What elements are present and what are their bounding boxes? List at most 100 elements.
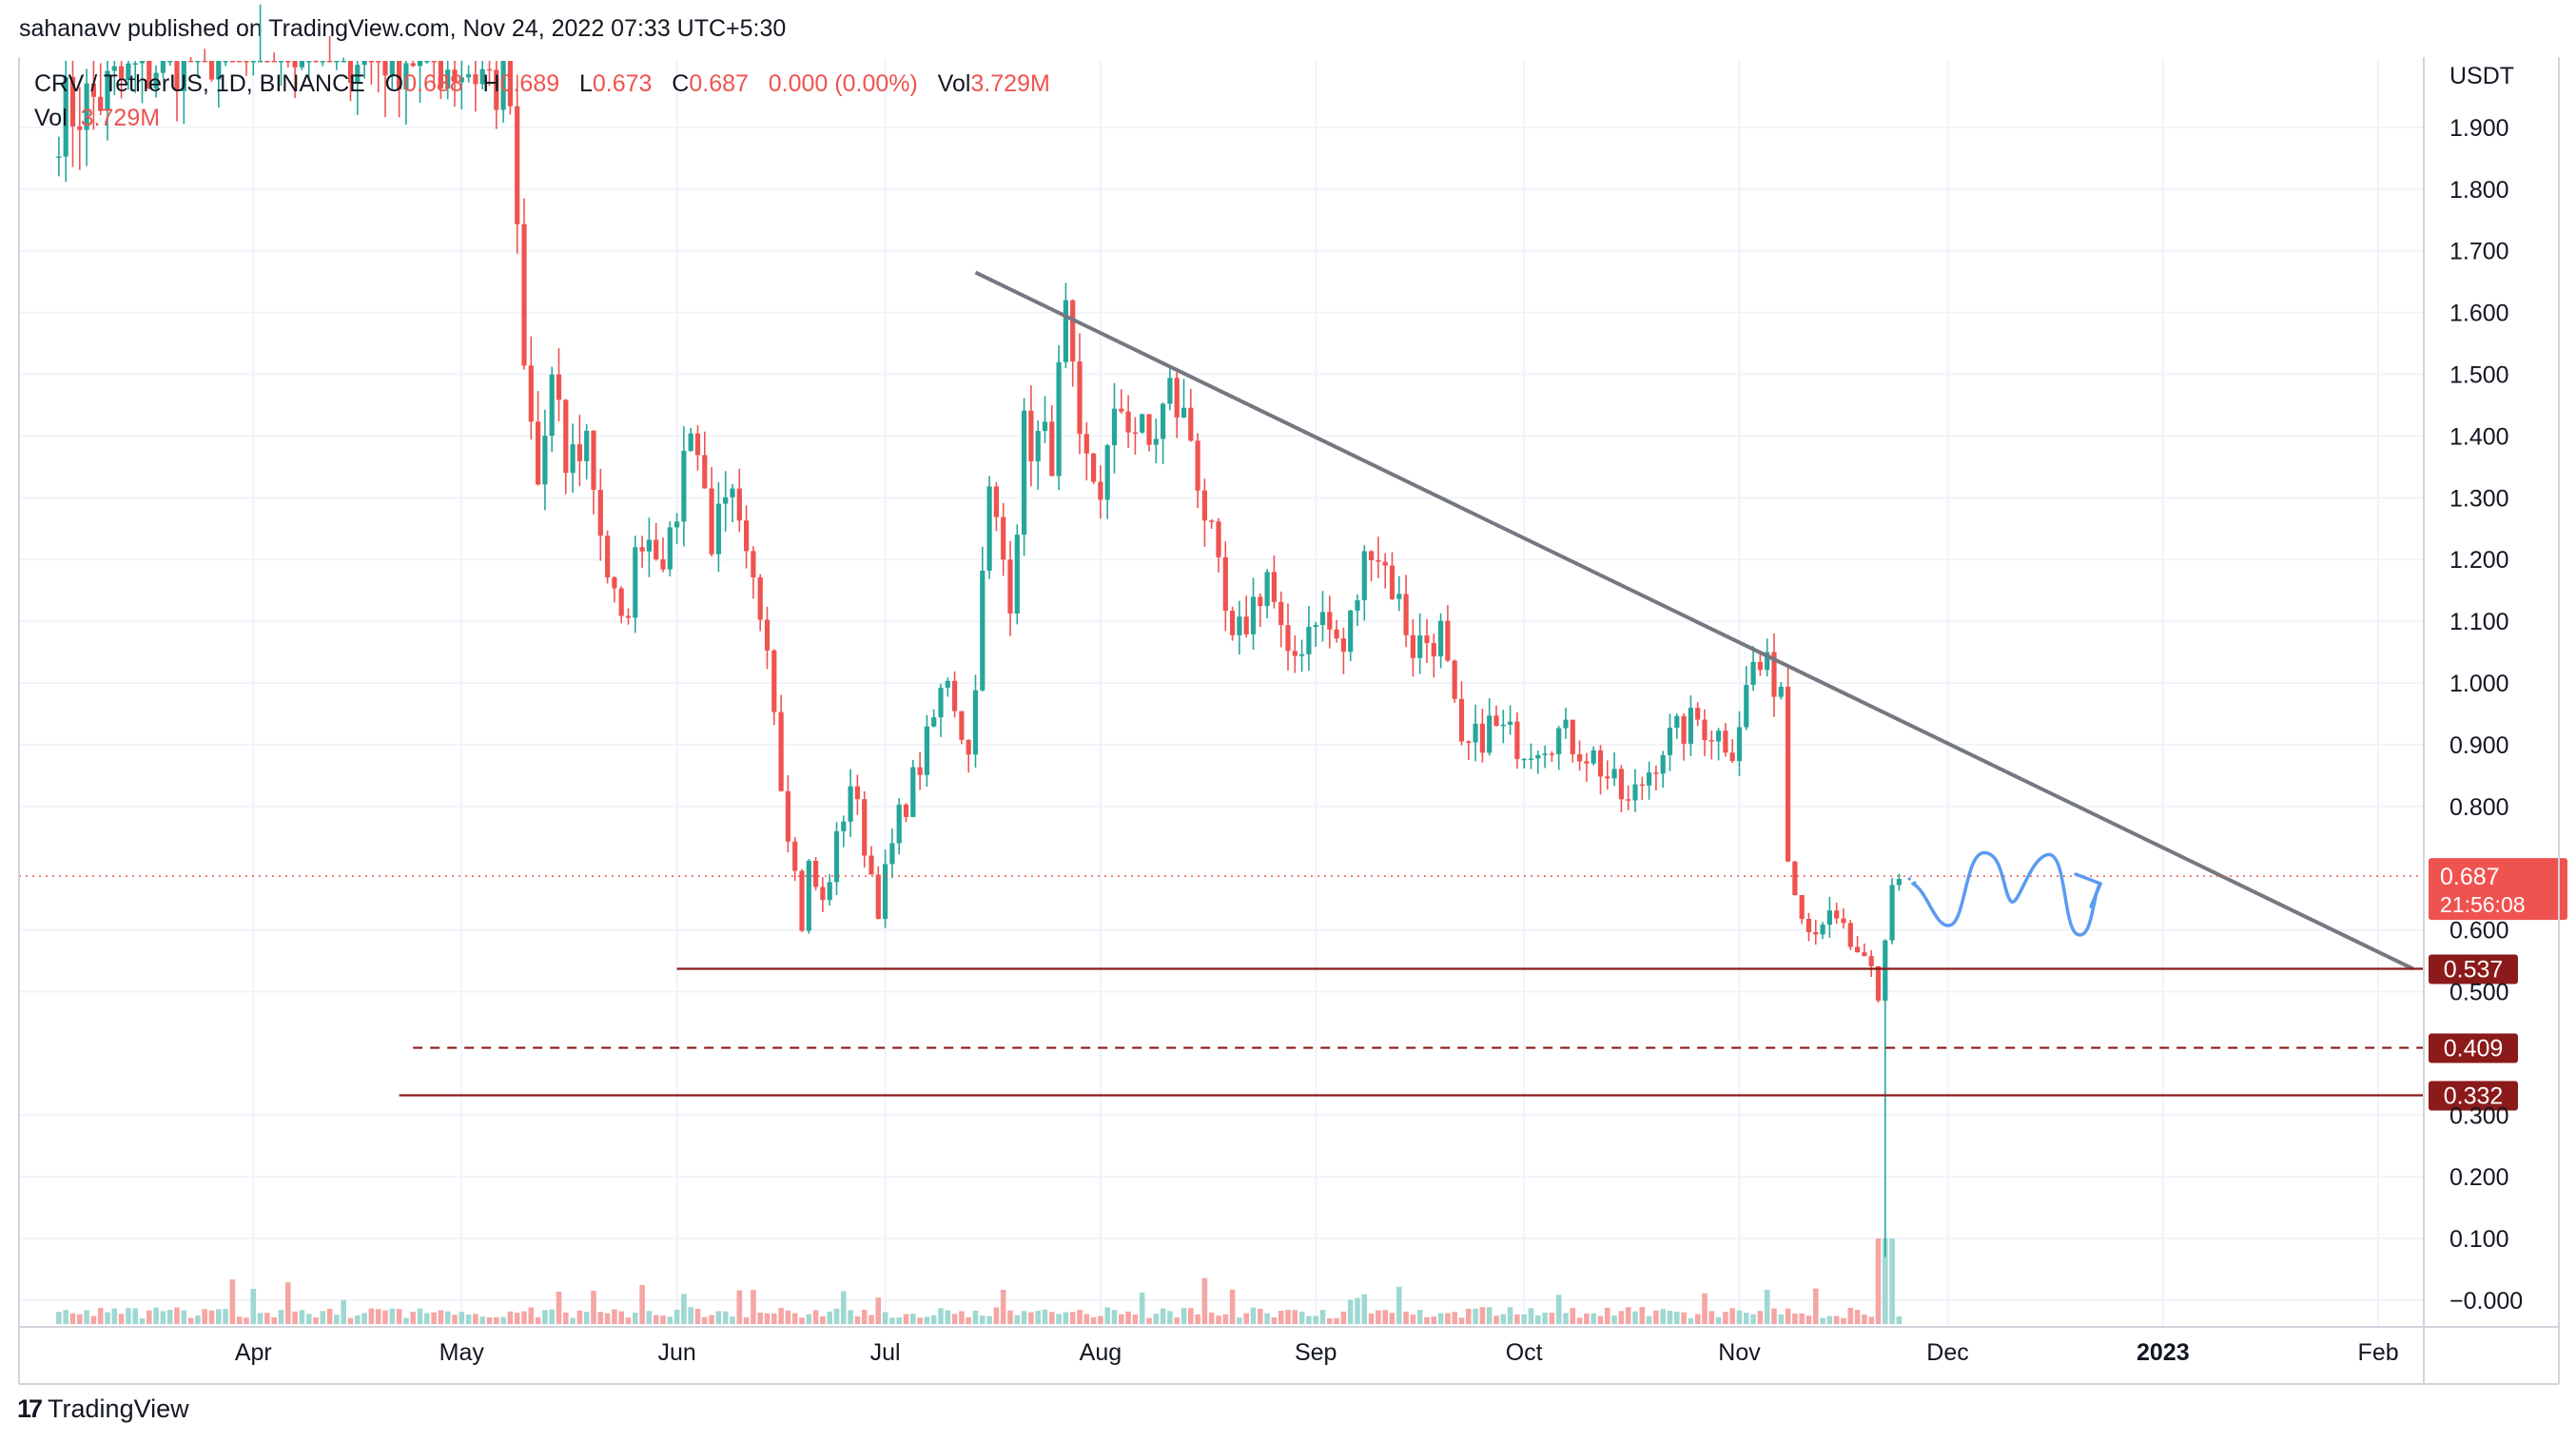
x-tick-label: Jun	[657, 1339, 695, 1366]
candle-body	[90, 83, 96, 97]
volume-bar	[1445, 1313, 1451, 1324]
publisher-line: sahanavv published on TradingView.com, N…	[19, 15, 787, 42]
symbol-label[interactable]: CRV / TetherUS, 1D, BINANCE	[34, 70, 365, 97]
volume-bar	[334, 1315, 340, 1324]
volume-bar	[126, 1308, 131, 1324]
candle	[605, 530, 611, 584]
candle	[132, 61, 138, 93]
candle-body	[1104, 445, 1110, 500]
candle	[368, 61, 374, 86]
volume-bar	[1208, 1312, 1215, 1324]
volume-bar	[1653, 1310, 1659, 1324]
candle-body	[1111, 408, 1118, 446]
volume-bar	[896, 1316, 902, 1324]
volume-bar	[1771, 1308, 1777, 1324]
candle	[1111, 382, 1118, 474]
volume-bar	[1702, 1293, 1708, 1324]
candle	[119, 61, 125, 99]
candle	[924, 714, 929, 787]
volume-bar	[361, 1313, 367, 1324]
close-label: C	[672, 70, 690, 97]
volume-bar	[118, 1314, 125, 1324]
candle-body	[945, 680, 950, 688]
tradingview-logo[interactable]: 17 TradingView	[17, 1394, 189, 1424]
candle	[1077, 333, 1083, 455]
volume-bar	[403, 1317, 409, 1324]
candle-body	[1056, 361, 1062, 477]
candle	[1382, 553, 1388, 589]
candle	[208, 61, 215, 82]
candle	[799, 868, 805, 932]
candle	[382, 61, 388, 118]
candle-body	[1140, 414, 1145, 433]
candle-body	[320, 61, 325, 63]
candle	[667, 521, 673, 576]
volume-bar	[347, 1317, 354, 1324]
candle-body	[389, 61, 395, 76]
candle	[376, 61, 381, 93]
candle-body	[1736, 727, 1743, 762]
candle-body	[1028, 410, 1034, 462]
volume-row-label[interactable]: Vol	[34, 105, 68, 131]
candle	[841, 815, 847, 848]
volume-bar	[751, 1290, 756, 1324]
last-price-badge	[2429, 858, 2567, 921]
candle-body	[1007, 559, 1013, 614]
candle	[536, 391, 541, 486]
candle	[972, 674, 979, 769]
candle-body	[1667, 728, 1673, 755]
candle-body	[1376, 559, 1381, 562]
volume-bar	[452, 1315, 458, 1324]
candle	[556, 348, 562, 422]
level-badge-label: 0.332	[2444, 1083, 2504, 1110]
candle-body	[778, 711, 784, 791]
last-price-label: 0.687	[2440, 864, 2500, 890]
volume-bar	[355, 1315, 361, 1324]
volume-bar	[1868, 1316, 1874, 1324]
volume-bar	[479, 1316, 485, 1324]
candle-body	[792, 841, 798, 871]
candle-body	[1584, 761, 1590, 764]
candle	[833, 822, 840, 895]
candle-body	[341, 61, 346, 63]
candle-body	[452, 69, 458, 83]
candle-body	[917, 767, 923, 775]
volume-bar	[1667, 1310, 1673, 1324]
volume-bar	[1605, 1307, 1610, 1324]
candle-body	[654, 539, 659, 560]
candle	[688, 427, 693, 453]
candle-body	[1222, 556, 1228, 612]
volume-bar	[368, 1308, 375, 1324]
volume-bar	[597, 1312, 604, 1324]
volume-bar	[1298, 1311, 1305, 1324]
candle	[1167, 366, 1173, 411]
candle-body	[702, 455, 708, 489]
candle	[1410, 619, 1415, 677]
candle	[1590, 746, 1596, 766]
candle-body	[382, 61, 388, 76]
candle	[202, 49, 207, 63]
candle-body	[264, 61, 270, 63]
candle	[438, 61, 443, 99]
candle-body	[515, 106, 520, 224]
candle	[1667, 713, 1673, 771]
volume-bar	[507, 1311, 514, 1324]
candle	[1563, 707, 1569, 739]
high-label: H	[482, 70, 500, 97]
candle	[347, 61, 354, 102]
candle-body	[1847, 923, 1853, 947]
candle	[1855, 935, 1861, 953]
volume-bar	[1389, 1313, 1395, 1324]
volume-bar	[236, 1316, 243, 1324]
volume-bar	[216, 1309, 222, 1324]
volume-bar	[465, 1314, 472, 1324]
candle-body	[1688, 708, 1693, 744]
candle-body	[1556, 728, 1562, 754]
y-tick-label: 1.300	[2449, 485, 2509, 512]
candle-body	[285, 61, 291, 63]
candle	[1209, 518, 1215, 530]
candle	[278, 61, 284, 87]
candle-body	[1216, 521, 1221, 557]
candle-body	[715, 503, 721, 555]
